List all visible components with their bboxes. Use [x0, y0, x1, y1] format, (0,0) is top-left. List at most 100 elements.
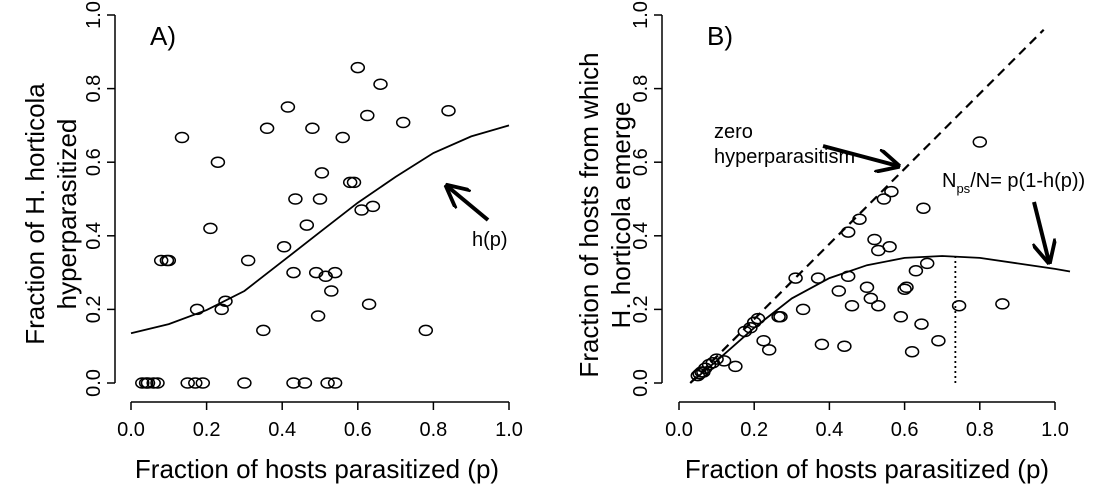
- panel-b-data-point: [750, 312, 766, 325]
- panel-b-zero-text-line1: zero: [714, 121, 753, 143]
- panel-b-points: [690, 136, 1010, 382]
- panel-b-axes: [661, 15, 1055, 403]
- panel-b-y-axis-label-line1: Fraction of hosts from which: [574, 52, 604, 377]
- panel-b-data-point: [795, 303, 811, 316]
- panel-b-data-point: [893, 311, 909, 323]
- panel-b-data-point: [859, 281, 875, 294]
- panel-a-data-point: [395, 116, 411, 129]
- panel-a-y-tick-label: 1.0: [83, 1, 105, 29]
- panel-a-data-point: [286, 377, 301, 389]
- panel-a-data-point: [335, 131, 350, 144]
- panel-a-data-point: [161, 254, 177, 267]
- panel-a-data-point: [360, 109, 375, 122]
- equation-subscript: ps: [956, 181, 970, 196]
- panel-a-data-point: [418, 324, 434, 337]
- panel-a-y-tick-label: 0.8: [83, 75, 105, 103]
- panel-b-model-curve: [689, 255, 1071, 384]
- panel-a-x-axis-label: Fraction of hosts parasitized (p): [135, 454, 499, 484]
- panel-a-data-point: [324, 285, 339, 297]
- panel-a-data-point: [310, 310, 326, 322]
- panel-b-data-point: [788, 272, 803, 284]
- panel-a-data-point: [140, 377, 156, 389]
- equation-rest: /N= p(1-h(p)): [970, 170, 1085, 192]
- panel-b-data-point: [931, 334, 946, 347]
- panel-a-data-point: [373, 78, 388, 90]
- panel-a-data-point: [299, 219, 315, 231]
- panel-b-y-tick-label: 1.0: [630, 1, 652, 29]
- panel-a-y-ticks: 0.0 0.2 0.4 0.6 0.8 1.0: [83, 1, 115, 397]
- panel-b-data-point: [904, 345, 920, 358]
- panel-b-data-point: [716, 355, 732, 367]
- panel-b-y-tick-label: 0.2: [630, 295, 652, 323]
- panel-a-data-point: [342, 176, 358, 189]
- panel-a-data-point: [203, 222, 218, 235]
- panel-b-data-point: [837, 340, 852, 352]
- panel-a-data-point: [180, 377, 195, 389]
- panel-b-y-ticks: 0.0 0.2 0.4 0.6 0.8 1.0: [630, 1, 662, 397]
- panel-a-data-point: [286, 266, 301, 279]
- panel-b-x-axis-label: Fraction of hosts parasitized (p): [685, 454, 1049, 484]
- panel-a-x-tick-label: 0.2: [193, 419, 221, 441]
- panel-b-data-point: [867, 233, 882, 246]
- panel-a-data-point: [327, 377, 343, 389]
- panel-a-hp-annotation: h(p): [447, 186, 508, 251]
- panel-a-y-tick-label: 0.4: [83, 222, 105, 250]
- panel-b-data-point: [743, 322, 758, 334]
- panel-a-data-point: [320, 377, 335, 389]
- panel-a-data-point: [350, 61, 366, 74]
- panel-b-x-tick-label: 1.0: [1041, 419, 1069, 441]
- panel-b-data-point: [908, 265, 924, 277]
- panel-a-data-point: [214, 303, 229, 316]
- panel-b-zero-annotation: zero hyperparasitism: [714, 121, 898, 168]
- panel-a-data-point: [195, 377, 211, 389]
- panel-b-data-point: [756, 334, 771, 347]
- panel-b-x-tick-label: 0.6: [891, 419, 919, 441]
- panel-a-y-tick-label: 0.2: [83, 295, 105, 323]
- panel-a-data-point: [276, 241, 292, 253]
- panel-a-data-point: [189, 303, 205, 316]
- panel-a-data-point: [361, 298, 377, 310]
- panel-b-equation-arrow: [1032, 201, 1049, 262]
- panel-b: B) Fraction of hosts parasitized (p) Fra…: [574, 1, 1085, 484]
- panel-b-data-point: [914, 318, 929, 330]
- panel-b-zero-hyperparasitism-line: [689, 28, 1045, 384]
- panel-a-model-curve: [130, 124, 510, 335]
- panel-b-data-point: [814, 338, 830, 351]
- panel-b-data-point: [972, 136, 988, 148]
- panel-a-data-point: [288, 193, 303, 205]
- panel-b-data-point: [916, 202, 931, 214]
- panel-a-x-tick-label: 0.0: [117, 419, 145, 441]
- panel-b-data-point: [844, 299, 860, 312]
- panel-b-data-point: [899, 281, 914, 294]
- panel-a-data-point: [256, 324, 271, 337]
- panel-b-curves: [689, 28, 1071, 384]
- panel-b-zero-arrow: [822, 144, 898, 166]
- panel-b-data-point: [761, 344, 777, 356]
- panel-a-x-tick-label: 0.6: [344, 419, 372, 441]
- panel-b-equation-annotation: Nps/N= p(1-h(p)): [942, 170, 1085, 262]
- panel-a-data-point: [441, 104, 456, 117]
- panel-a-y-tick-label: 0.6: [83, 148, 105, 176]
- panel-a-label: A): [150, 21, 176, 51]
- panel-a-data-point: [150, 377, 165, 389]
- panel-a-data-point: [365, 200, 381, 213]
- panel-a-data-point: [314, 167, 330, 179]
- panel-a-data-point: [146, 377, 161, 389]
- panel-a-data-point: [153, 254, 169, 267]
- panel-b-x-tick-label: 0.2: [740, 419, 768, 441]
- panel-a-data-point: [312, 193, 328, 205]
- panel-b-data-point: [951, 299, 967, 312]
- panel-a-data-point: [346, 176, 362, 189]
- panel-b-data-point: [852, 213, 867, 225]
- panel-a-data-point: [297, 377, 313, 389]
- panel-a-data-point: [280, 101, 296, 113]
- panel-a-data-point: [259, 122, 275, 135]
- panel-a-points: [135, 61, 456, 389]
- panel-b-data-point: [840, 226, 856, 238]
- panel-a-data-point: [240, 254, 256, 267]
- panel-b-equation-text: Nps/N= p(1-h(p)): [942, 170, 1085, 196]
- panel-b-data-point: [705, 357, 721, 369]
- panel-b-x-tick-label: 0.8: [966, 419, 994, 441]
- panel-a-data-point: [210, 156, 226, 168]
